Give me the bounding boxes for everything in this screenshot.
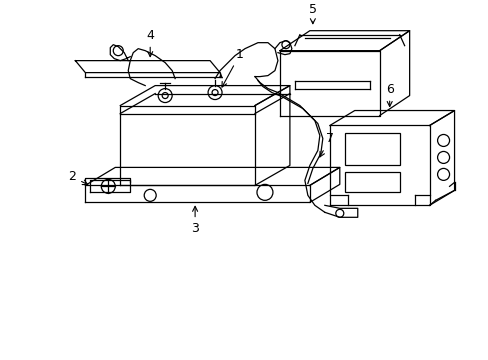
Text: 1: 1 [222, 48, 244, 87]
Bar [344, 172, 399, 192]
Text: 2: 2 [68, 170, 87, 185]
Text: 7: 7 [319, 132, 333, 157]
Text: 3: 3 [191, 206, 199, 235]
Bar [344, 134, 399, 165]
Text: 6: 6 [385, 82, 393, 107]
Text: 4: 4 [146, 29, 154, 57]
Text: 5: 5 [308, 3, 316, 24]
